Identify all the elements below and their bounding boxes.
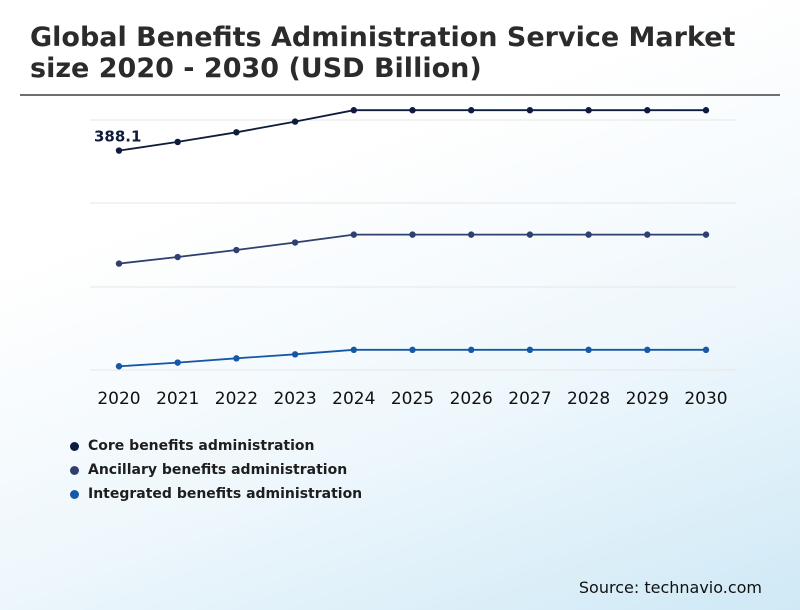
x-tick-label: 2029 — [626, 389, 669, 409]
legend-marker-icon — [70, 441, 79, 451]
data-point — [409, 346, 416, 354]
data-point — [174, 253, 181, 261]
title-divider — [20, 94, 780, 96]
data-point — [233, 246, 240, 254]
series-line — [118, 109, 706, 152]
data-point — [233, 355, 240, 362]
data-point — [291, 351, 299, 358]
legend-item-core: Core benefits administration — [70, 434, 362, 458]
data-point — [291, 118, 299, 125]
legend: Core benefits administration Ancillary b… — [70, 434, 362, 506]
data-point — [644, 231, 651, 238]
data-label: 388.1 — [94, 128, 141, 146]
line-chart: 388.1 2020 2021 2022 2023 2024 2025 2026 2027 202… — [90, 107, 736, 409]
data-point — [526, 231, 534, 238]
data-point — [702, 346, 710, 354]
legend-marker-icon — [70, 489, 79, 499]
data-point — [468, 231, 475, 238]
chart-title: Global Benefits Administration Service M… — [30, 22, 736, 84]
x-tick-label: 2023 — [273, 389, 316, 409]
x-tick-label: 2028 — [567, 389, 610, 409]
series-line — [118, 233, 706, 265]
data-point — [409, 107, 416, 114]
data-point — [291, 239, 299, 246]
legend-marker-icon — [70, 465, 79, 475]
data-point — [350, 231, 357, 238]
x-tick-label: 2021 — [156, 389, 199, 409]
legend-item-integrated: Integrated benefits administration — [70, 482, 362, 506]
data-point — [233, 129, 240, 136]
x-tick-label: 2025 — [391, 389, 434, 409]
legend-item-ancillary: Ancillary benefits administration — [70, 458, 362, 482]
data-point — [644, 107, 651, 114]
x-tick-label: 2020 — [97, 389, 140, 409]
data-point — [115, 147, 123, 154]
data-point — [350, 346, 357, 354]
data-point — [702, 231, 710, 238]
x-tick-label: 2030 — [684, 389, 727, 409]
data-point — [585, 231, 592, 238]
legend-label: Integrated benefits administration — [88, 486, 363, 502]
data-point — [409, 231, 416, 238]
data-point — [115, 363, 123, 370]
data-point — [468, 346, 475, 354]
data-point — [115, 260, 123, 267]
x-tick-label: 2026 — [450, 389, 493, 409]
source-credit: Source: technavio.com — [578, 578, 762, 597]
legend-label: Core benefits administration — [88, 438, 315, 454]
data-point — [174, 138, 181, 146]
x-tick-label: 2022 — [215, 389, 258, 409]
data-point — [468, 107, 475, 114]
x-tick-label: 2027 — [508, 389, 551, 409]
legend-label: Ancillary benefits administration — [88, 462, 348, 478]
data-point — [585, 346, 592, 354]
data-point — [644, 346, 651, 354]
x-tick-label: 2024 — [332, 389, 375, 409]
data-point — [174, 359, 181, 366]
data-point — [702, 107, 710, 114]
data-point — [526, 346, 534, 354]
data-point — [350, 107, 357, 114]
data-point — [585, 107, 592, 114]
data-point — [526, 107, 534, 114]
